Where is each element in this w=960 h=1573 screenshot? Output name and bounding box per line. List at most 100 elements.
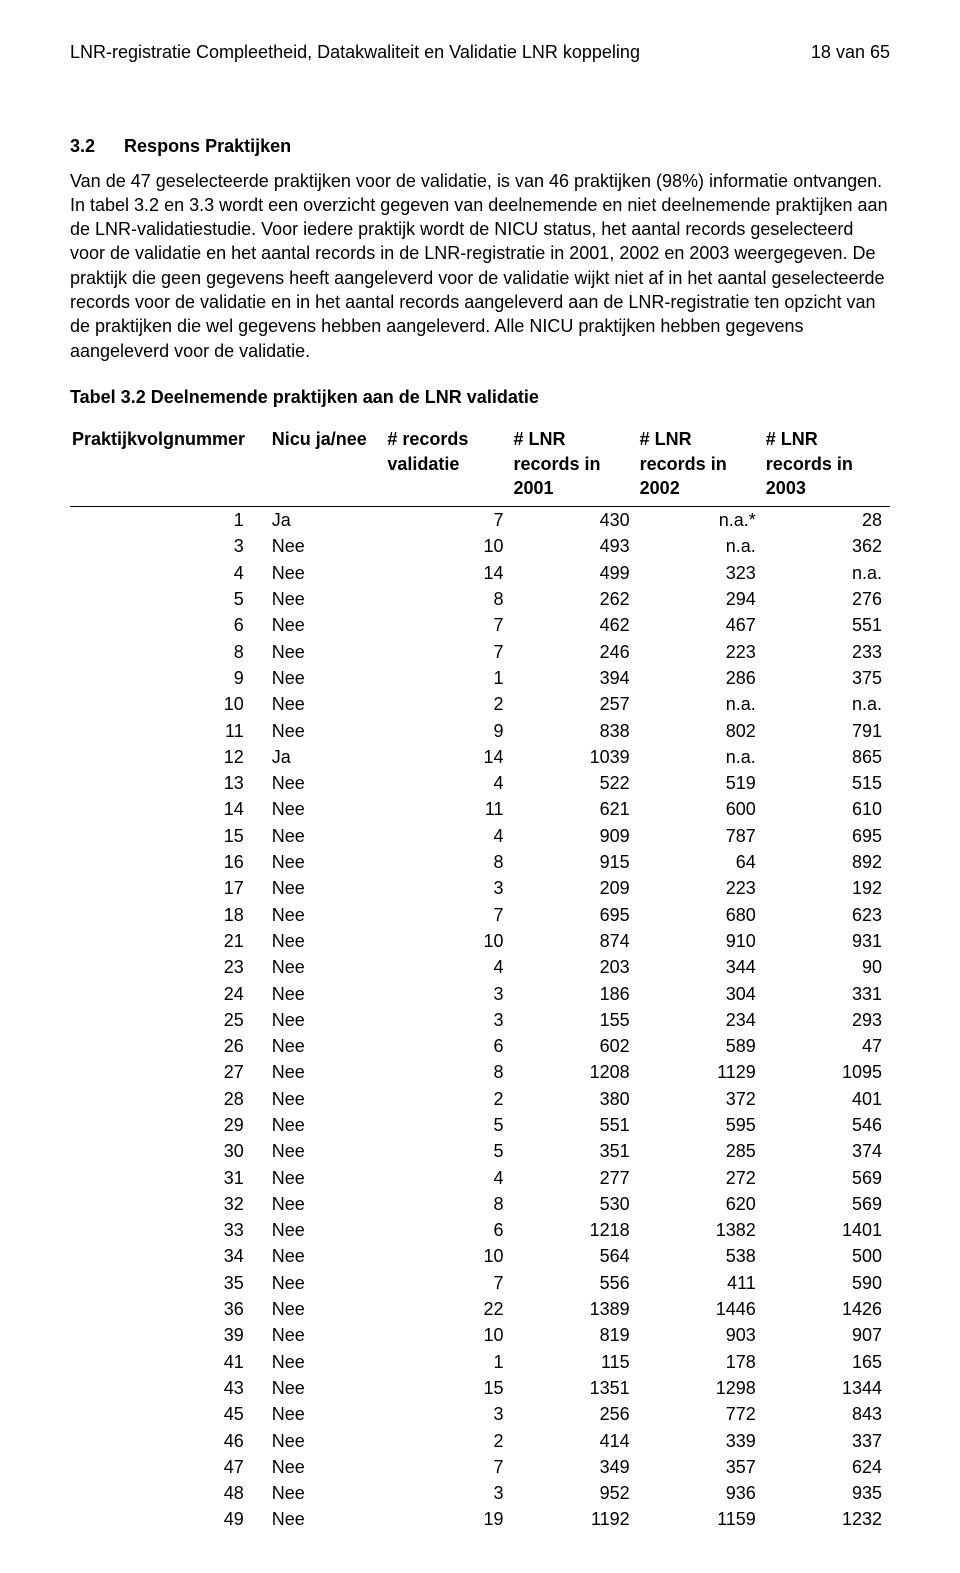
table-cell: 339 xyxy=(638,1428,764,1454)
table-cell: Nee xyxy=(270,1322,386,1348)
table-cell: 3 xyxy=(70,533,270,559)
table-row: 25Nee3155234293 xyxy=(70,1007,890,1033)
table-cell: 819 xyxy=(512,1322,638,1348)
table-caption: Tabel 3.2 Deelnemende praktijken aan de … xyxy=(70,385,890,409)
table-cell: 620 xyxy=(638,1191,764,1217)
table-cell: 277 xyxy=(512,1165,638,1191)
table-row: 8Nee7246223233 xyxy=(70,639,890,665)
table-cell: 1039 xyxy=(512,744,638,770)
table-cell: 623 xyxy=(764,902,890,928)
table-cell: 1382 xyxy=(638,1217,764,1243)
table-cell: 256 xyxy=(512,1401,638,1427)
table-cell: 467 xyxy=(638,612,764,638)
table-cell: 772 xyxy=(638,1401,764,1427)
table-row: 24Nee3186304331 xyxy=(70,981,890,1007)
table-row: 14Nee11621600610 xyxy=(70,796,890,822)
table-cell: 551 xyxy=(764,612,890,638)
table-cell: 5 xyxy=(70,586,270,612)
table-cell: 621 xyxy=(512,796,638,822)
table-cell: 394 xyxy=(512,665,638,691)
table-row: 47Nee7349357624 xyxy=(70,1454,890,1480)
table-cell: 892 xyxy=(764,849,890,875)
table-cell: 7 xyxy=(385,612,511,638)
table-cell: 564 xyxy=(512,1243,638,1269)
table-cell: 323 xyxy=(638,560,764,586)
table-cell: Nee xyxy=(270,902,386,928)
table-row: 32Nee8530620569 xyxy=(70,1191,890,1217)
table-cell: 802 xyxy=(638,718,764,744)
table-cell: 19 xyxy=(385,1506,511,1532)
col-header: Nicu ja/nee xyxy=(270,423,386,506)
table-cell: 32 xyxy=(70,1191,270,1217)
table-row: 31Nee4277272569 xyxy=(70,1165,890,1191)
table-cell: Nee xyxy=(270,1112,386,1138)
table-cell: 3 xyxy=(385,1007,511,1033)
table-cell: 522 xyxy=(512,770,638,796)
table-cell: 546 xyxy=(764,1112,890,1138)
table-cell: 1192 xyxy=(512,1506,638,1532)
table-cell: 903 xyxy=(638,1322,764,1348)
table-cell: 11 xyxy=(385,796,511,822)
table-cell: Nee xyxy=(270,1086,386,1112)
data-table: Praktijkvolgnummer Nicu ja/nee # records… xyxy=(70,423,890,1532)
table-cell: 3 xyxy=(385,875,511,901)
table-cell: 695 xyxy=(764,823,890,849)
table-row: 29Nee5551595546 xyxy=(70,1112,890,1138)
table-cell: 14 xyxy=(385,560,511,586)
table-row: 46Nee2414339337 xyxy=(70,1428,890,1454)
table-cell: Nee xyxy=(270,954,386,980)
table-cell: 10 xyxy=(385,928,511,954)
table-cell: 4 xyxy=(385,954,511,980)
table-cell: 500 xyxy=(764,1243,890,1269)
table-row: 49Nee19119211591232 xyxy=(70,1506,890,1532)
table-row: 9Nee1394286375 xyxy=(70,665,890,691)
table-cell: 624 xyxy=(764,1454,890,1480)
page-number: 18 van 65 xyxy=(811,40,890,64)
table-cell: 538 xyxy=(638,1243,764,1269)
table-cell: 610 xyxy=(764,796,890,822)
table-cell: 569 xyxy=(764,1191,890,1217)
table-cell: 430 xyxy=(512,507,638,534)
table-row: 15Nee4909787695 xyxy=(70,823,890,849)
table-cell: 64 xyxy=(638,849,764,875)
table-cell: 192 xyxy=(764,875,890,901)
table-cell: 1095 xyxy=(764,1059,890,1085)
table-cell: 31 xyxy=(70,1165,270,1191)
col-header: # LNR records in 2003 xyxy=(764,423,890,506)
table-cell: 4 xyxy=(385,1165,511,1191)
table-row: 27Nee8120811291095 xyxy=(70,1059,890,1085)
table-cell: n.a. xyxy=(638,744,764,770)
table-cell: 915 xyxy=(512,849,638,875)
table-cell: 843 xyxy=(764,1401,890,1427)
table-cell: 257 xyxy=(512,691,638,717)
table-cell: 178 xyxy=(638,1349,764,1375)
table-cell: 16 xyxy=(70,849,270,875)
table-row: 4Nee14499323n.a. xyxy=(70,560,890,586)
table-cell: 4 xyxy=(70,560,270,586)
table-cell: 602 xyxy=(512,1033,638,1059)
table-row: 34Nee10564538500 xyxy=(70,1243,890,1269)
table-cell: 10 xyxy=(70,691,270,717)
table-cell: 33 xyxy=(70,1217,270,1243)
table-cell: 7 xyxy=(385,507,511,534)
table-cell: 276 xyxy=(764,586,890,612)
page-header: LNR-registratie Compleetheid, Datakwalit… xyxy=(70,40,890,64)
table-row: 21Nee10874910931 xyxy=(70,928,890,954)
table-cell: 1129 xyxy=(638,1059,764,1085)
table-cell: 3 xyxy=(385,981,511,1007)
table-cell: 695 xyxy=(512,902,638,928)
table-cell: n.a.* xyxy=(638,507,764,534)
table-cell: 293 xyxy=(764,1007,890,1033)
table-cell: 551 xyxy=(512,1112,638,1138)
table-cell: Nee xyxy=(270,1243,386,1269)
table-cell: Nee xyxy=(270,718,386,744)
table-cell: 1351 xyxy=(512,1375,638,1401)
table-cell: 1446 xyxy=(638,1296,764,1322)
table-cell: 556 xyxy=(512,1270,638,1296)
table-cell: 34 xyxy=(70,1243,270,1269)
table-cell: Nee xyxy=(270,1454,386,1480)
table-cell: Nee xyxy=(270,1296,386,1322)
table-cell: 27 xyxy=(70,1059,270,1085)
table-cell: 22 xyxy=(385,1296,511,1322)
table-cell: Nee xyxy=(270,1375,386,1401)
